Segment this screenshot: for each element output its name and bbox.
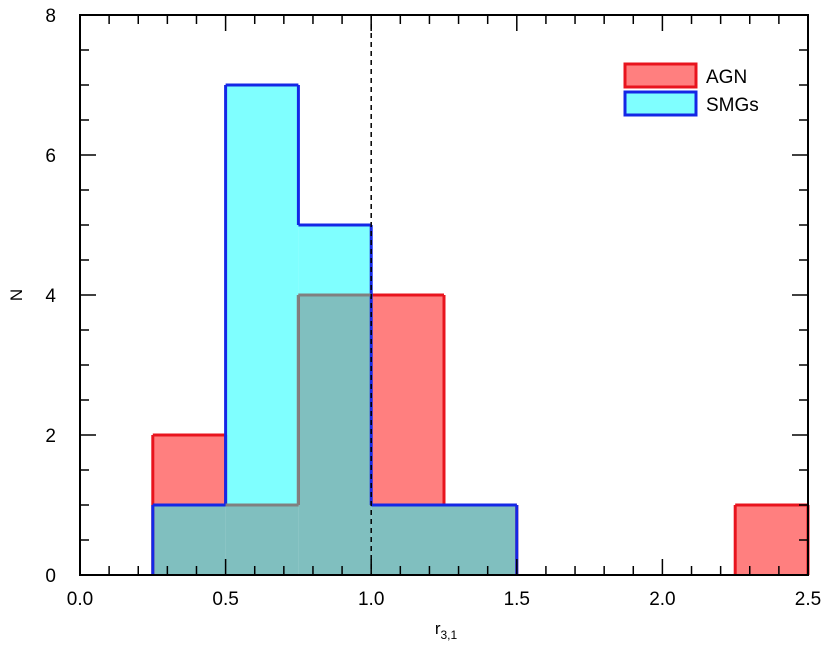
x-tick-label: 1.0 [358, 589, 384, 610]
x-tick-label: 1.5 [504, 589, 530, 610]
y-tick-label: 6 [45, 146, 56, 167]
legend-swatch-smgs [623, 90, 698, 117]
x-tick-label: 2.5 [795, 589, 821, 610]
overlap-bar-4 [444, 505, 517, 575]
agn-bar-0 [152, 435, 226, 505]
agn-bar-8 [735, 505, 808, 575]
x-axis-label: r3,1 [435, 619, 458, 642]
agn-bar-3 [371, 295, 444, 505]
legend-label-smgs: SMGs [706, 95, 759, 116]
overlap-bar-0 [152, 505, 226, 575]
y-tick-label: 0 [45, 566, 56, 587]
x-tick-label: 0.5 [212, 589, 238, 610]
ticks-layer [79, 14, 809, 576]
legend-label-agn: AGN [706, 67, 747, 88]
x-tick-label: 0.0 [67, 589, 93, 610]
tick-labels: 0.0 0.5 1.0 1.5 2.0 2.5 0 2 4 6 8 [45, 6, 821, 610]
x-axis-label-subscript: 3,1 [440, 628, 457, 642]
y-tick-label: 2 [45, 426, 56, 447]
plot-frame [79, 14, 809, 576]
x-axis-label-main: r [435, 619, 441, 638]
overlap-bar-3 [371, 505, 444, 575]
overlap-outline [225, 293, 372, 507]
bars-layer [151, 83, 810, 575]
overlap-bar-2 [298, 295, 372, 575]
x-tick-label: 2.0 [649, 589, 675, 610]
legend: AGN SMGs [623, 62, 759, 117]
smg-bar-1 [225, 85, 299, 505]
legend-swatch-agn [623, 62, 698, 89]
overlap-bar-1 [225, 505, 299, 575]
smg-bar-2 [298, 225, 372, 295]
y-tick-label: 4 [45, 286, 56, 307]
y-axis-label: N [7, 289, 26, 301]
plot-area [79, 14, 810, 576]
y-tick-label: 8 [45, 6, 56, 27]
